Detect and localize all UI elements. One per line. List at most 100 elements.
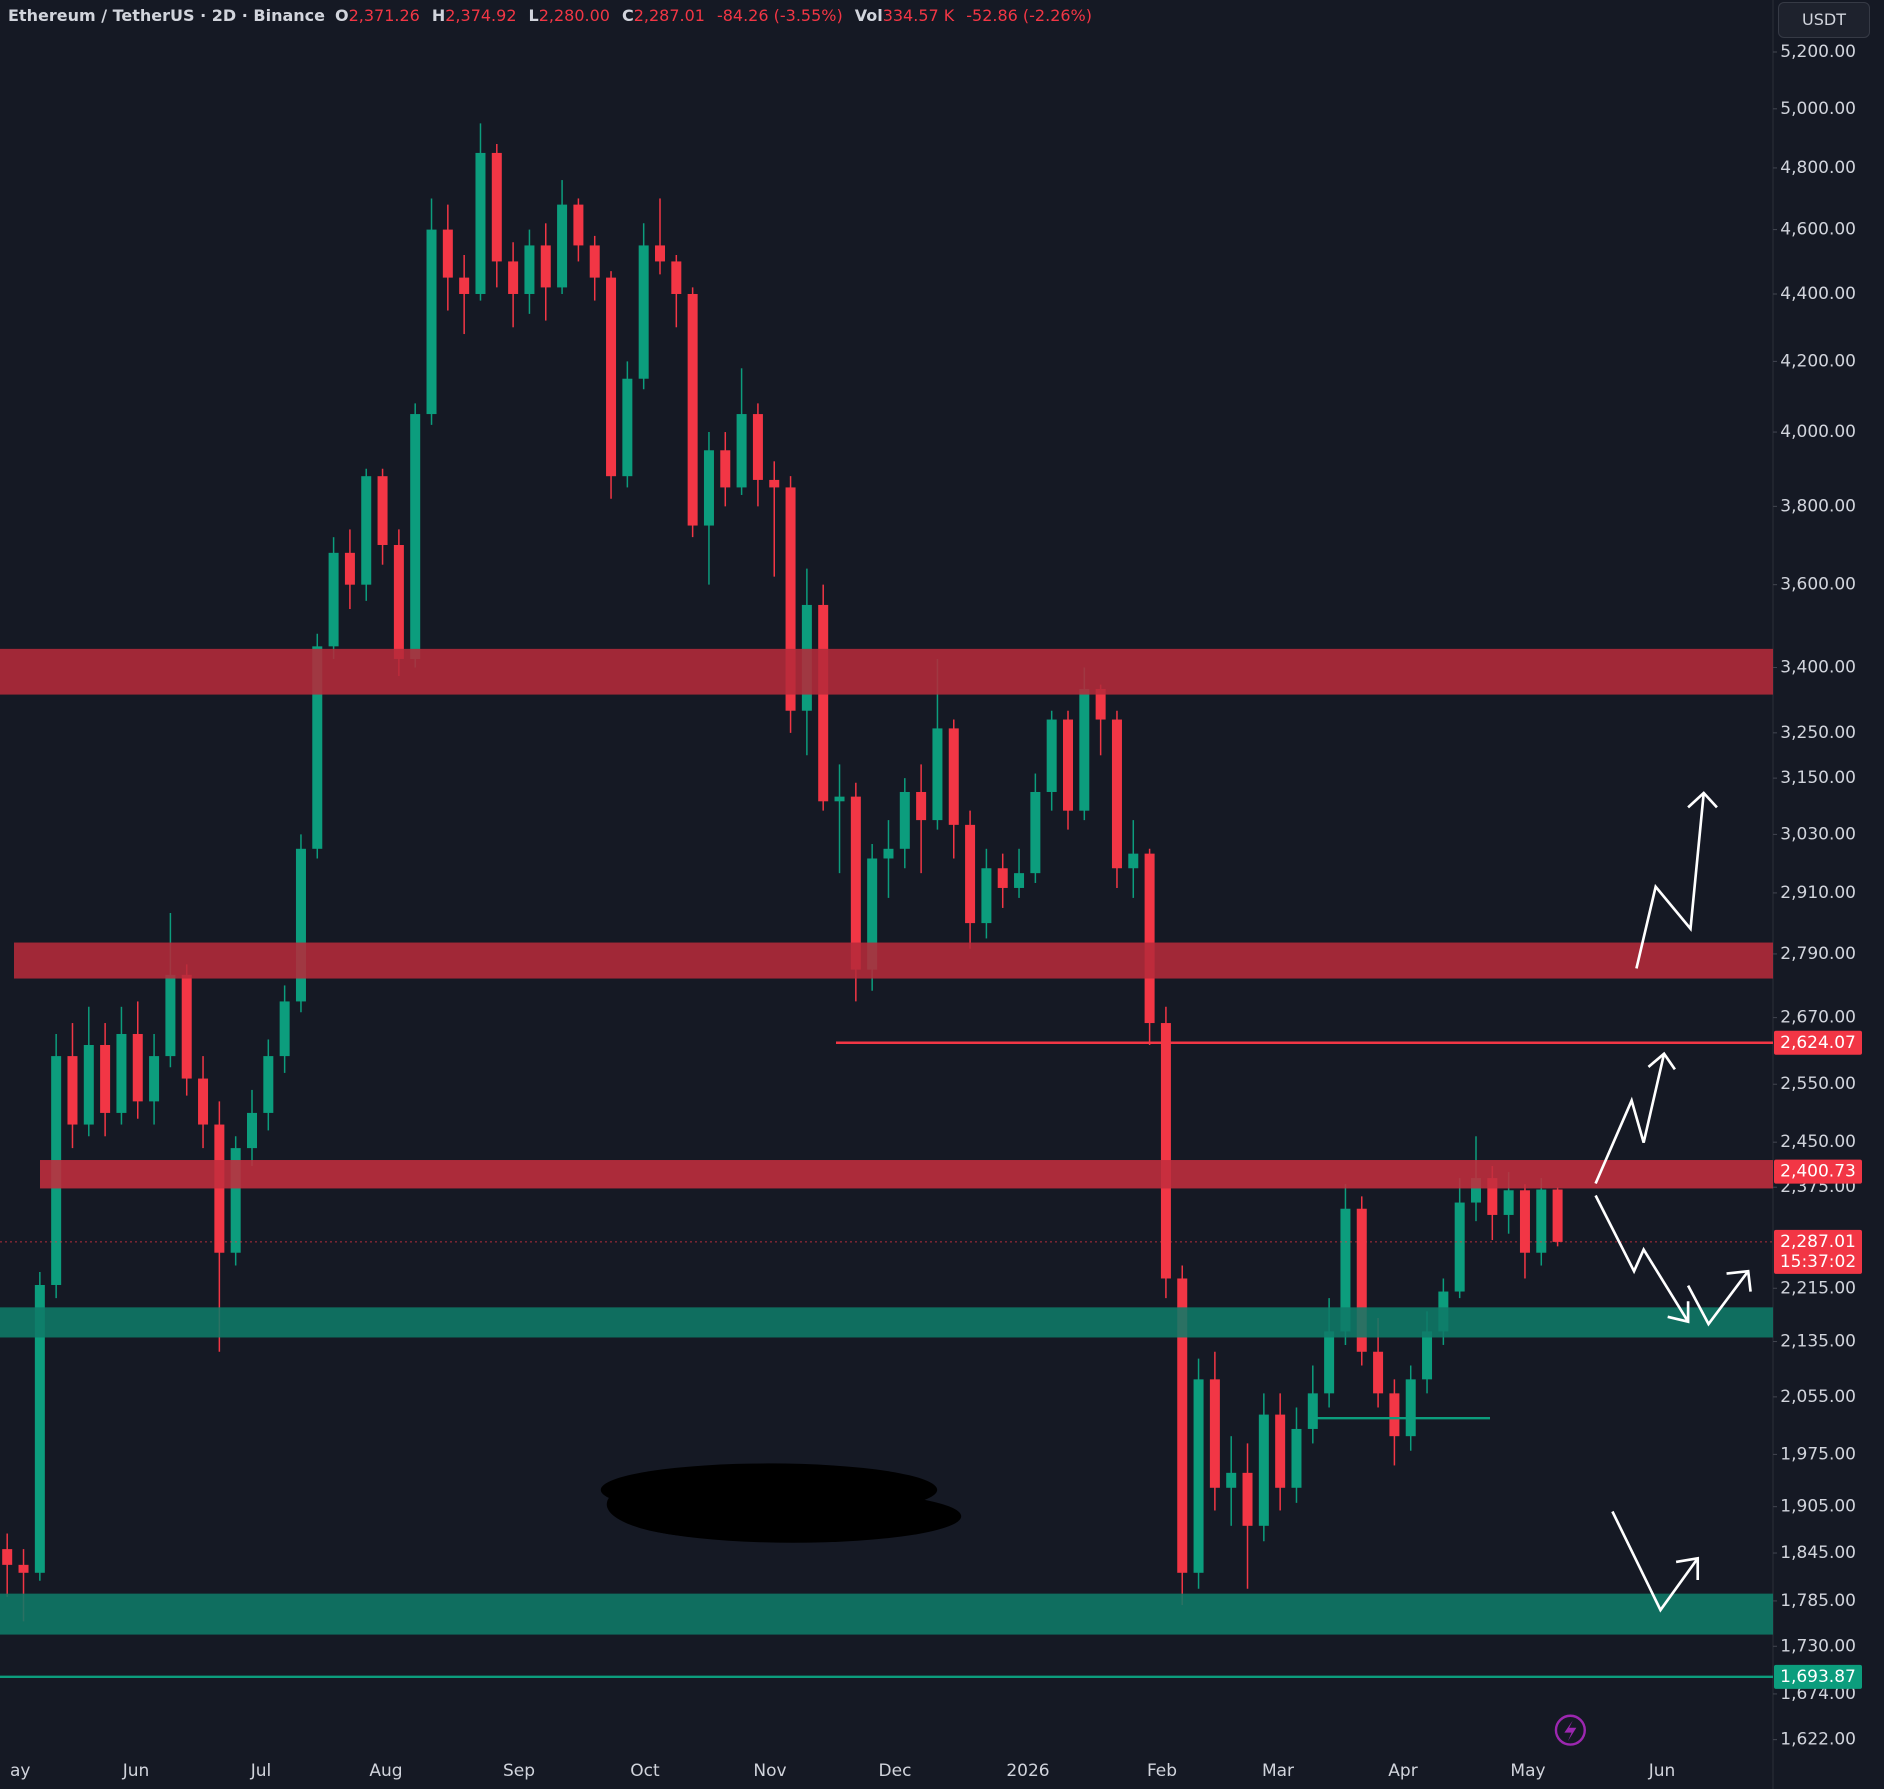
arrow-head [1647,1051,1676,1071]
x-tick-label: Jun [1648,1761,1676,1781]
y-tick-label: 1,905.00 [1780,1497,1856,1517]
candle-body [279,1001,290,1057]
y-tick-label: 1,975.00 [1780,1444,1856,1464]
candle-body [883,848,894,859]
y-tick-label: 1,622.00 [1780,1730,1856,1750]
candle-body [1389,1393,1400,1437]
x-tick-label: Aug [369,1761,402,1781]
y-tick-label: 2,450.00 [1780,1132,1856,1152]
candle-body [18,1564,29,1573]
y-tick-label: 1,730.00 [1780,1636,1856,1656]
candle-body [295,848,306,1002]
x-tick-label: Nov [753,1761,786,1781]
candle-body [1422,1331,1433,1380]
field-key: L [528,6,539,25]
currency-button[interactable]: USDT [1778,2,1870,38]
candle-body [524,245,535,294]
candle-body [720,450,731,488]
zone [0,1593,1773,1635]
candle-body [1193,1379,1204,1573]
price-tag [1774,1664,1862,1689]
arrow-head [1687,791,1718,809]
y-tick-label: 2,670.00 [1780,1008,1856,1028]
candle-body [834,796,845,802]
candle-body [1063,719,1073,811]
candle-body [916,791,927,821]
candle-body [540,245,551,288]
scribble [606,1470,836,1538]
candle-body [475,152,486,294]
field-value: 2,287.01 [633,6,705,25]
field-key: O [335,6,349,25]
candle-body [312,646,323,849]
candle-body [1014,873,1025,888]
candle-body [1552,1189,1563,1242]
candle-body [785,487,796,711]
candle-body [328,552,339,647]
x-tick-label: May [1510,1761,1545,1781]
zone [0,648,1773,695]
candle-body [867,858,878,970]
candle-body [752,414,763,480]
candle-body [1405,1379,1416,1437]
symbol-header: Ethereum / TetherUS · 2D · Binance O2,371… [8,6,1104,25]
candle-body [655,245,665,262]
arrow-head [1667,1301,1690,1324]
field-key: C [621,6,634,25]
x-tick-label: Jun [122,1761,150,1781]
y-tick-label: 4,000.00 [1780,422,1856,442]
candle-body [1177,1278,1188,1573]
x-tick-label: 2026 [1006,1761,1049,1781]
candle-body [165,974,176,1057]
candle-body [1242,1472,1253,1526]
y-tick-label: 4,600.00 [1780,220,1856,240]
candle-body [899,791,910,849]
field-value: 2,280.00 [538,6,610,25]
y-tick-label: 3,030.00 [1780,824,1856,844]
candle-body [1324,1331,1335,1394]
field-key: Vol [854,6,883,25]
candle-body [703,450,714,526]
candle-body [589,245,600,278]
candle-body [67,1056,78,1125]
y-tick-label: 2,910.00 [1780,883,1856,903]
zone [40,1160,1773,1189]
arrow [1611,1510,1699,1613]
y-tick-label: 4,200.00 [1780,351,1856,371]
candle-body [1454,1202,1465,1292]
x-tick-label: Dec [879,1761,912,1781]
candle-body [606,277,617,477]
y-tick-label: 4,800.00 [1780,158,1856,178]
y-tick-label: 2,790.00 [1780,944,1856,964]
y-tick-label: 1,674.00 [1780,1684,1856,1704]
x-tick-label: Sep [503,1761,535,1781]
candle-body [198,1078,209,1125]
candle-body [1128,853,1139,869]
price-tag-label: 2,287.01 [1780,1232,1856,1252]
candle-body [981,868,992,924]
price-tag-label: 1,693.87 [1780,1667,1856,1687]
candle-body [1356,1208,1367,1352]
price-tag-label: 2,400.73 [1780,1162,1856,1182]
x-tick-label: Oct [630,1761,660,1781]
candle-body [638,245,649,379]
candle-body [1519,1190,1530,1253]
y-tick-label: 3,800.00 [1780,496,1856,516]
candle-body [149,1056,160,1102]
field-value: 334.57 K [882,6,955,25]
candle-body [344,552,355,585]
price-tag [1774,1229,1862,1274]
candle-body [1226,1472,1237,1488]
candle-body [1373,1351,1384,1394]
field-key: H [431,6,446,25]
y-tick-label: 2,055.00 [1780,1387,1856,1407]
candle-body [1340,1208,1351,1332]
y-tick-label: 3,250.00 [1780,723,1856,743]
lightning-icon[interactable] [1554,1714,1586,1746]
candle-body [1307,1393,1318,1429]
candle-body [932,728,943,821]
candle-body [100,1045,111,1113]
